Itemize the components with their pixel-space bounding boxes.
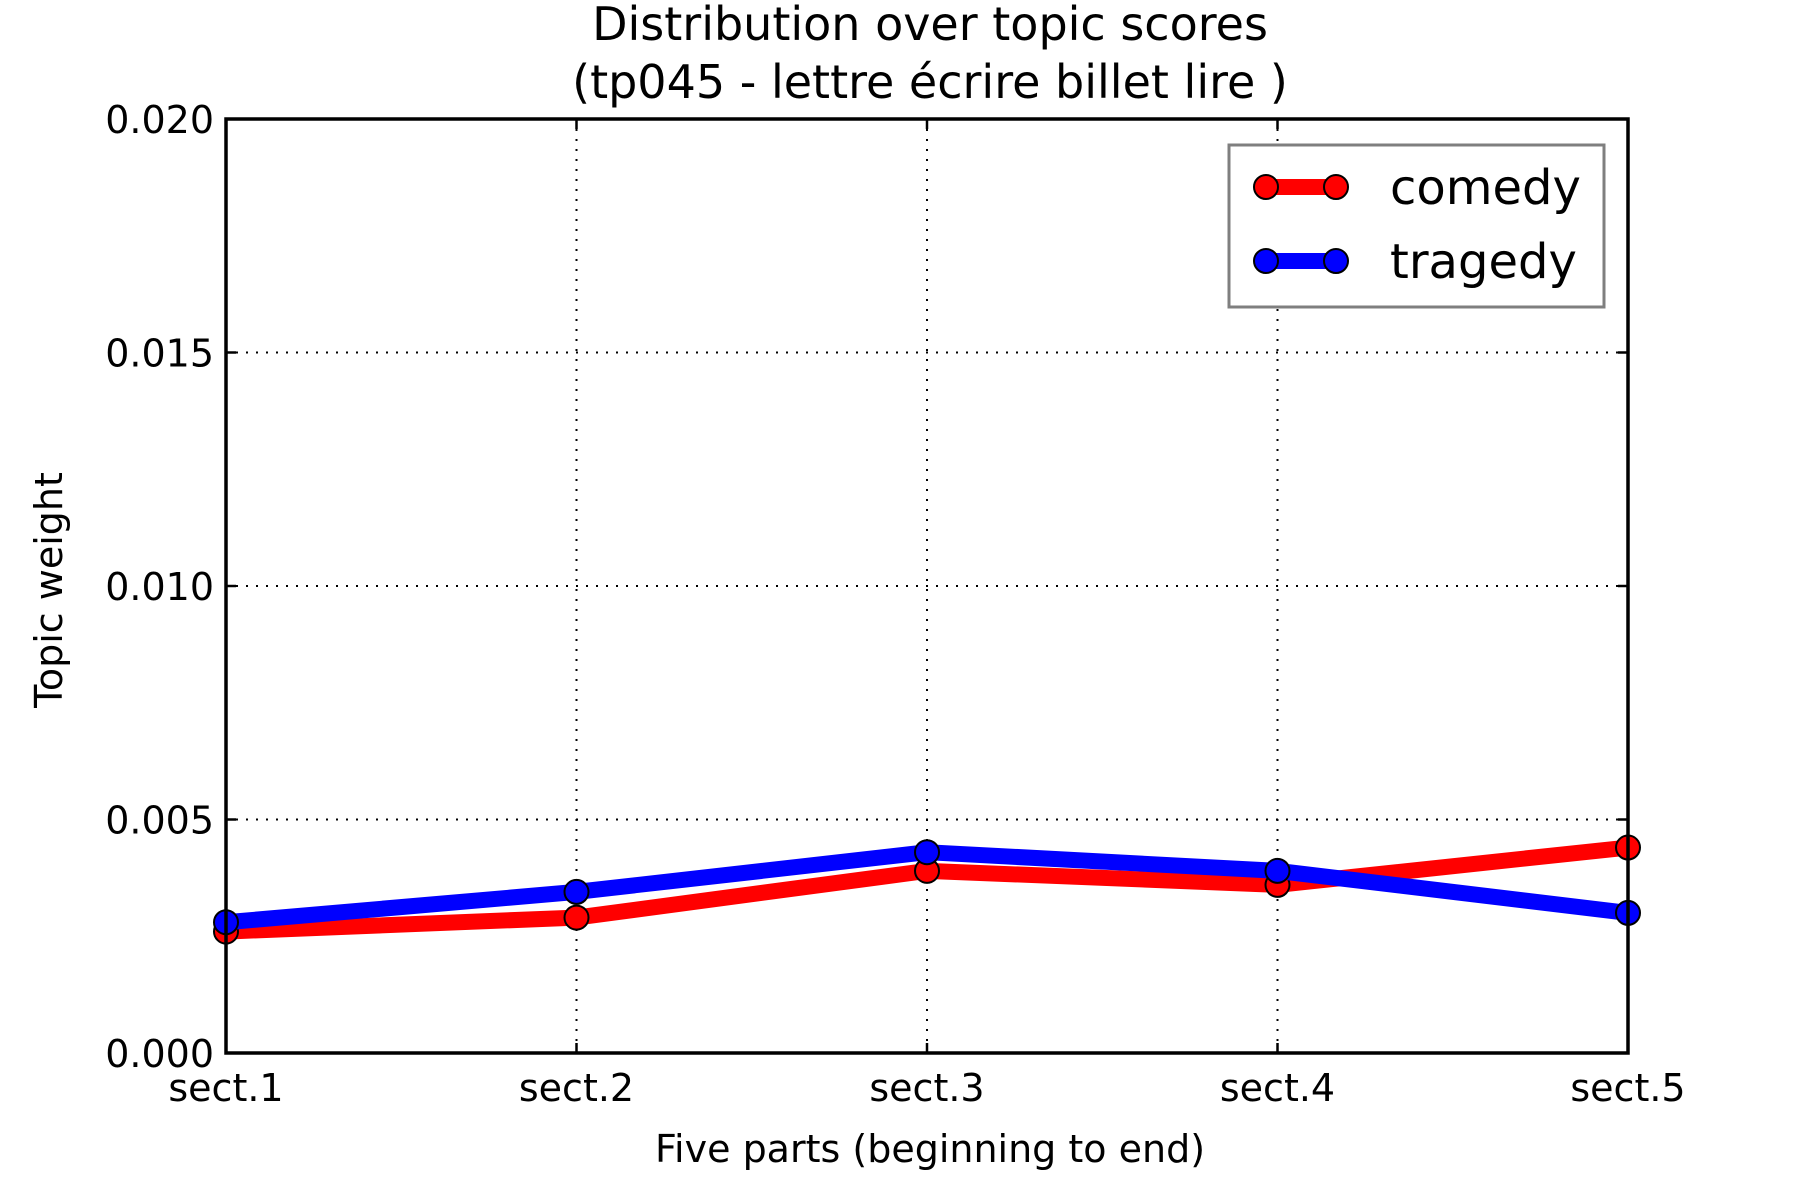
x-tick-label: sect.2 <box>519 1066 634 1110</box>
series-layer <box>213 834 1641 945</box>
legend: comedy tragedy <box>1227 143 1606 309</box>
y-tick-label: 0.000 <box>105 1032 214 1076</box>
legend-marker-comedy <box>1253 174 1279 200</box>
y-tick-label: 0.015 <box>105 332 214 376</box>
x-axis-label: Five parts (beginning to end) <box>655 1127 1205 1171</box>
x-tick-label: sect.3 <box>869 1066 984 1110</box>
data-point-tragedy <box>1264 857 1291 884</box>
chart-title: Distribution over topic scores <box>592 0 1268 51</box>
y-tick-label: 0.010 <box>105 565 214 609</box>
legend-marker-comedy <box>1323 174 1349 200</box>
y-tick-label: 0.020 <box>105 98 214 142</box>
x-tick-label: sect.1 <box>168 1066 283 1110</box>
legend-marker-tragedy <box>1253 248 1279 274</box>
x-tick-label: sect.4 <box>1220 1066 1335 1110</box>
y-axis-label: Topic weight <box>27 472 71 709</box>
legend-label-comedy: comedy <box>1390 160 1581 216</box>
data-point-tragedy <box>914 839 940 866</box>
legend-label-tragedy: tragedy <box>1390 234 1577 290</box>
y-tick-label: 0.005 <box>105 799 214 843</box>
data-point-tragedy <box>563 878 590 905</box>
chart-subtitle: (tp045 - lettre écrire billet lire ) <box>572 55 1288 109</box>
x-tick-label: sect.5 <box>1570 1066 1685 1110</box>
legend-box <box>1227 143 1606 309</box>
grid-lines <box>226 119 1628 1053</box>
axis-ticks: sect.1 sect.2 sect.3 sect.4 sect.5 0.000 0.005… <box>105 98 1685 1110</box>
legend-marker-tragedy <box>1323 248 1349 274</box>
data-point-comedy <box>563 904 590 931</box>
